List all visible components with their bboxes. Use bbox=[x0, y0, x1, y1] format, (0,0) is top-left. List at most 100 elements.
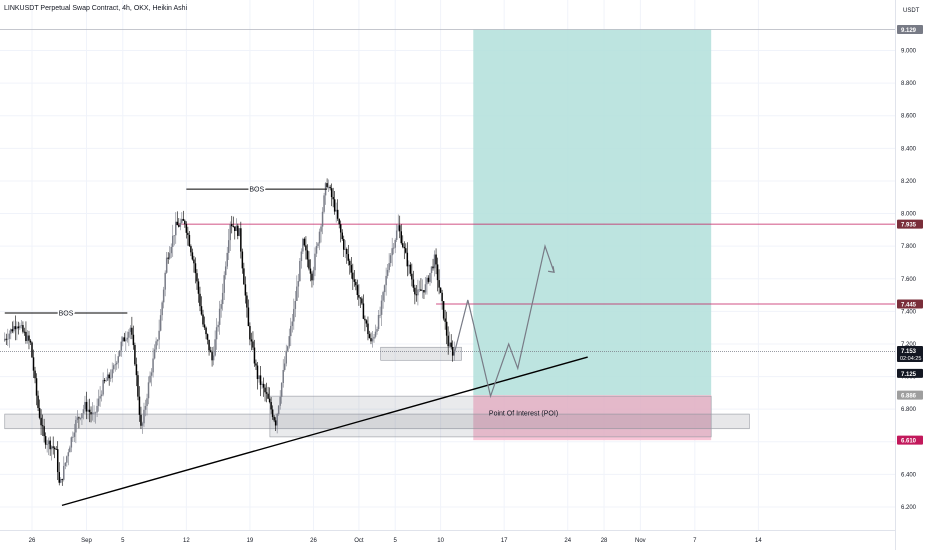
candle-body bbox=[73, 432, 76, 437]
candle-body bbox=[138, 396, 141, 415]
bos-label: BOS bbox=[249, 187, 264, 194]
candle-body bbox=[165, 257, 168, 273]
candle-body bbox=[261, 383, 263, 385]
candle-body bbox=[400, 231, 403, 244]
candle-body bbox=[235, 225, 238, 231]
candle-body bbox=[214, 339, 216, 356]
price-axis-tag bbox=[897, 368, 923, 378]
candle-body bbox=[119, 350, 121, 357]
candle-body bbox=[312, 270, 315, 281]
candle-body bbox=[388, 263, 390, 270]
x-tick-label: 17 bbox=[501, 538, 508, 544]
candle-body bbox=[108, 374, 110, 379]
price-axis-tag-label: 6.886 bbox=[901, 394, 917, 400]
candle-body bbox=[451, 347, 454, 356]
candle-body bbox=[184, 220, 186, 225]
candle-body bbox=[131, 327, 133, 335]
candle-body bbox=[58, 472, 60, 483]
candle-body bbox=[293, 308, 295, 322]
candle-body bbox=[43, 426, 45, 437]
price-axis-tag bbox=[897, 345, 923, 362]
candle-body bbox=[423, 290, 425, 293]
y-tick-label: 7.400 bbox=[901, 309, 917, 315]
candle-body bbox=[40, 417, 42, 426]
x-tick-label: 26 bbox=[310, 538, 317, 544]
candle-body bbox=[385, 275, 387, 286]
candle-body bbox=[217, 324, 219, 328]
candle-body bbox=[123, 337, 126, 342]
candle-body bbox=[256, 365, 259, 380]
candle-body bbox=[132, 334, 135, 346]
candle-body bbox=[433, 254, 436, 269]
candle-body bbox=[76, 417, 79, 420]
candle-body bbox=[61, 478, 64, 480]
y-tick-label: 6.800 bbox=[901, 407, 917, 413]
candle-body bbox=[374, 331, 377, 337]
candle-body bbox=[350, 265, 353, 273]
candle-body bbox=[16, 326, 18, 330]
candle-body bbox=[181, 218, 183, 223]
time-axis[interactable]: 26 Sep 5 12 19 26 Oct 5 10 17 24 28 Nov 7 14 bbox=[0, 530, 895, 545]
candle-body bbox=[128, 331, 130, 338]
candle-body bbox=[238, 228, 241, 236]
candle-body bbox=[368, 334, 371, 339]
candle-body bbox=[50, 446, 53, 450]
candle-body bbox=[424, 284, 427, 293]
candle-body bbox=[394, 239, 396, 248]
candle-body bbox=[22, 325, 24, 332]
candle-body bbox=[19, 325, 21, 329]
zones-layer bbox=[4, 29, 750, 441]
candle-body bbox=[112, 365, 115, 370]
candle-body bbox=[392, 247, 395, 249]
candle-body bbox=[427, 277, 430, 282]
candle-body bbox=[135, 364, 138, 376]
y-tick-label: 8.800 bbox=[901, 81, 917, 87]
candle-body bbox=[250, 339, 253, 342]
candle-body bbox=[444, 318, 446, 322]
candle-body bbox=[377, 315, 380, 330]
x-tick-label: 5 bbox=[121, 538, 125, 544]
candle-body bbox=[178, 225, 180, 227]
candle-body bbox=[52, 446, 54, 448]
candle-body bbox=[259, 375, 262, 385]
candle-body bbox=[227, 240, 230, 253]
candle-body bbox=[49, 440, 51, 450]
candle-body bbox=[13, 326, 15, 332]
candle-body bbox=[442, 301, 445, 319]
candle-body bbox=[380, 300, 383, 315]
candle-body bbox=[415, 294, 418, 296]
candle-body bbox=[418, 289, 421, 291]
candle-body bbox=[240, 228, 242, 252]
level-lines bbox=[0, 29, 895, 352]
candle-body bbox=[405, 248, 407, 253]
x-tick-label: 24 bbox=[564, 538, 571, 544]
candle-body bbox=[168, 253, 171, 259]
x-tick-label: Oct bbox=[354, 538, 364, 544]
candle-body bbox=[358, 295, 360, 298]
candle-body bbox=[91, 412, 94, 415]
candle-body bbox=[379, 314, 381, 316]
candle-body bbox=[403, 246, 406, 249]
candle-body bbox=[244, 284, 247, 296]
candle-body bbox=[397, 225, 399, 231]
candle-body bbox=[421, 290, 424, 291]
candle-body bbox=[349, 260, 351, 266]
x-tick-label: 19 bbox=[247, 538, 254, 544]
candle-body bbox=[106, 374, 109, 381]
candle-body bbox=[450, 342, 452, 348]
candle-body bbox=[10, 329, 12, 334]
candle-body bbox=[327, 186, 330, 188]
candle-body bbox=[129, 327, 132, 332]
candle-body bbox=[347, 254, 350, 261]
candle-body bbox=[99, 396, 101, 399]
candle-body bbox=[171, 235, 174, 247]
price-axis[interactable]: 9.000 8.800 8.600 8.400 8.200 8.000 7.800 7.600… bbox=[895, 0, 924, 550]
candle-body bbox=[66, 456, 68, 463]
candle-body bbox=[79, 418, 82, 419]
candle-body bbox=[208, 339, 210, 351]
candle-body bbox=[361, 298, 363, 304]
candle-body bbox=[300, 251, 303, 261]
candle-body bbox=[326, 183, 328, 188]
